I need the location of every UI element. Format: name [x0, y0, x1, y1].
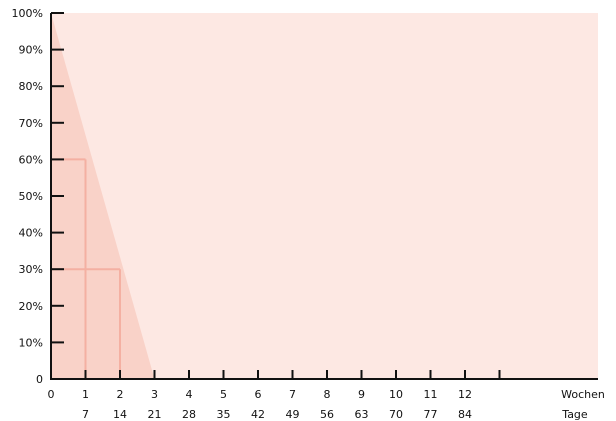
x-week-label-4: 4: [186, 388, 193, 401]
y-tick-label-6: 60%: [19, 153, 43, 166]
y-tick-label-8: 80%: [19, 80, 43, 93]
x-day-label-6: 42: [251, 408, 265, 421]
x-day-label-9: 63: [355, 408, 369, 421]
y-tick-label-5: 50%: [19, 190, 43, 203]
plot-background: [51, 13, 598, 379]
y-tick-label-10: 100%: [12, 7, 43, 20]
x-week-label-6: 6: [255, 388, 262, 401]
tick-labels-layer: 010%20%30%40%50%60%70%80%90%100%0 1 2 3 4 5 6 7…: [12, 7, 605, 421]
y-tick-label-0: 0: [36, 373, 43, 386]
y-tick-label-9: 90%: [19, 44, 43, 57]
y-tick-label-2: 20%: [19, 300, 43, 313]
x-day-label-10: 70: [389, 408, 403, 421]
x-week-label-1: 1: [82, 388, 89, 401]
plot-background-layer: [51, 13, 598, 379]
x-week-label-8: 8: [324, 388, 331, 401]
x-week-label-0: 0: [48, 388, 55, 401]
x-day-label-5: 35: [217, 408, 231, 421]
x-week-label-3: 3: [151, 388, 158, 401]
x-day-label-1: 7: [82, 408, 89, 421]
y-tick-label-1: 10%: [19, 336, 43, 349]
x-week-label-12: 12: [458, 388, 472, 401]
area-series-0: [51, 13, 155, 379]
x-day-label-12: 84: [458, 408, 472, 421]
x-week-label-9: 9: [358, 388, 365, 401]
x-day-label-2: 14: [113, 408, 127, 421]
x-week-label-5: 5: [220, 388, 227, 401]
axes-layer: [50, 12, 598, 380]
x-day-label-11: 77: [424, 408, 438, 421]
area-layer: [51, 13, 155, 379]
x-week-label-11: 11: [424, 388, 438, 401]
x-unit-label-weeks: Wochen: [561, 388, 605, 401]
x-unit-label-days: Tage: [561, 408, 588, 421]
y-tick-label-4: 40%: [19, 227, 43, 240]
x-day-label-8: 56: [320, 408, 334, 421]
x-week-label-2: 2: [117, 388, 124, 401]
y-tick-label-7: 70%: [19, 117, 43, 130]
x-week-label-10: 10: [389, 388, 403, 401]
x-day-label-3: 21: [148, 408, 162, 421]
y-tick-label-3: 30%: [19, 263, 43, 276]
x-week-label-7: 7: [289, 388, 296, 401]
x-day-label-7: 49: [286, 408, 300, 421]
x-day-label-4: 28: [182, 408, 196, 421]
